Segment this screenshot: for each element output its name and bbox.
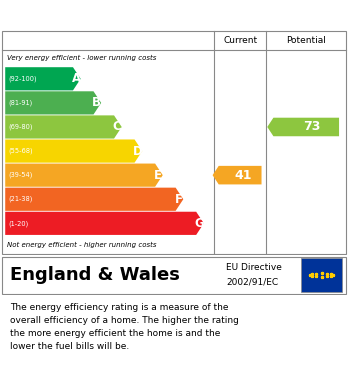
Text: A: A (71, 72, 81, 85)
Text: Very energy efficient - lower running costs: Very energy efficient - lower running co… (7, 55, 156, 61)
Polygon shape (5, 212, 204, 235)
Polygon shape (5, 115, 122, 138)
Polygon shape (5, 163, 163, 187)
Polygon shape (5, 188, 183, 211)
Text: (1-20): (1-20) (8, 220, 28, 226)
Text: (39-54): (39-54) (8, 172, 32, 178)
Text: The energy efficiency rating is a measure of the
overall efficiency of a home. T: The energy efficiency rating is a measur… (10, 303, 239, 352)
Polygon shape (5, 140, 142, 163)
Text: 2002/91/EC: 2002/91/EC (226, 278, 278, 287)
FancyBboxPatch shape (301, 258, 342, 292)
Text: Potential: Potential (286, 36, 326, 45)
Text: C: C (113, 120, 121, 133)
Polygon shape (267, 118, 339, 136)
Text: (92-100): (92-100) (8, 75, 37, 82)
Text: B: B (92, 97, 101, 109)
Polygon shape (5, 67, 81, 90)
Polygon shape (213, 166, 262, 185)
Text: EU Directive: EU Directive (226, 263, 282, 272)
Text: Not energy efficient - higher running costs: Not energy efficient - higher running co… (7, 242, 157, 248)
Text: Energy Efficiency Rating: Energy Efficiency Rating (10, 7, 232, 23)
Text: (55-68): (55-68) (8, 148, 33, 154)
Text: F: F (175, 193, 183, 206)
Text: G: G (194, 217, 204, 230)
Text: England & Wales: England & Wales (10, 266, 180, 284)
Text: (21-38): (21-38) (8, 196, 32, 203)
Polygon shape (5, 91, 101, 115)
Text: 73: 73 (303, 120, 320, 133)
Text: 41: 41 (235, 169, 252, 182)
Text: D: D (133, 145, 143, 158)
Text: Current: Current (223, 36, 257, 45)
Text: E: E (154, 169, 162, 182)
Text: (69-80): (69-80) (8, 124, 32, 130)
Text: (81-91): (81-91) (8, 100, 32, 106)
